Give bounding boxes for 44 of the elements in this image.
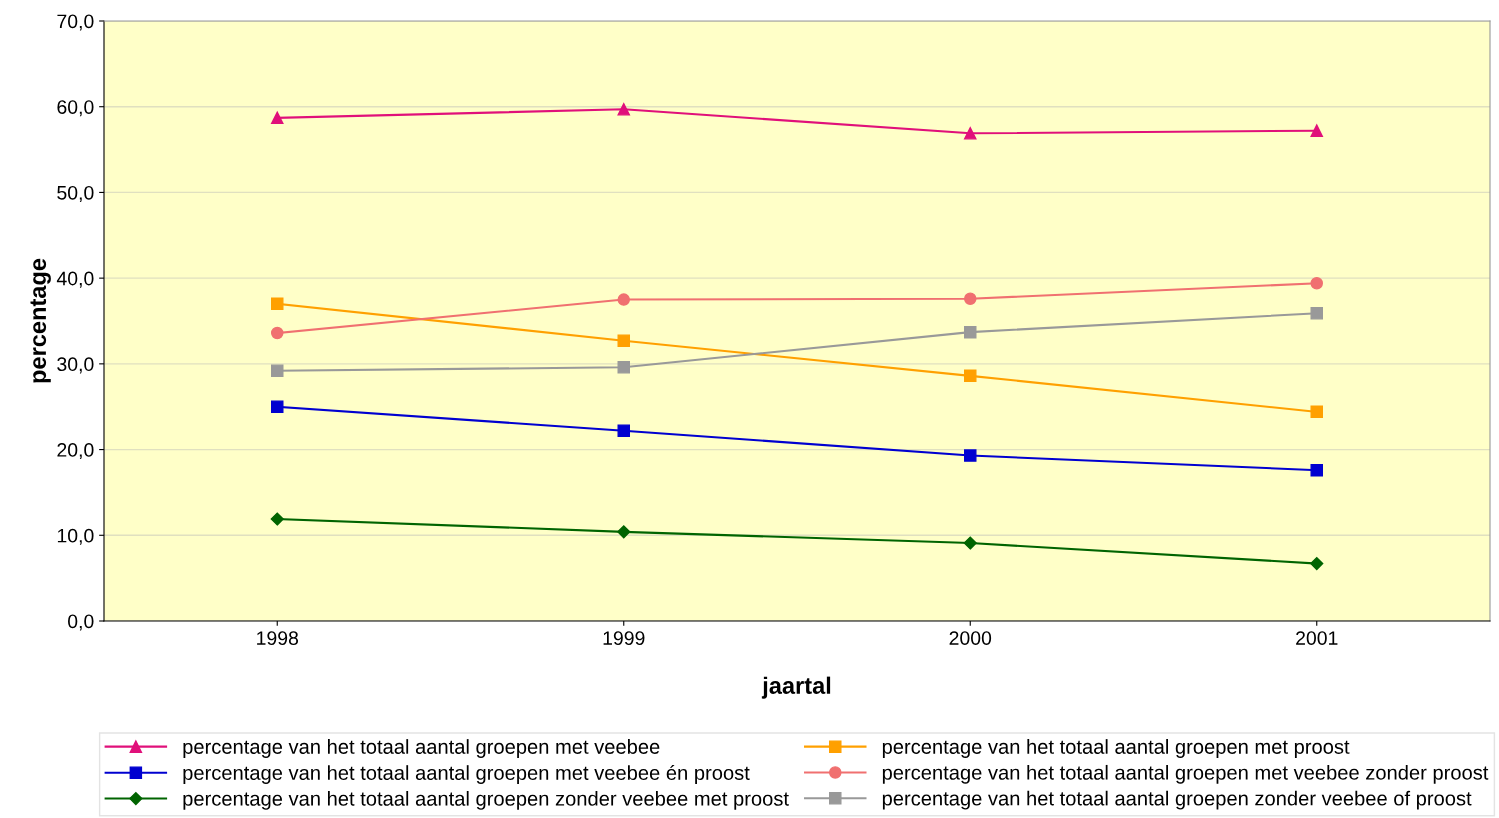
legend-label: percentage van het totaal aantal groepen met proost: [882, 739, 1350, 758]
point: [617, 525, 631, 539]
point: [963, 292, 977, 305]
point: [617, 424, 631, 437]
point: [1310, 556, 1324, 571]
point: [270, 512, 284, 526]
y-tick-label: 60,0: [57, 100, 94, 117]
legend-label: percentage van het totaal aantal groepen met veebee zonder proost: [882, 764, 1489, 784]
point: [1310, 124, 1324, 137]
y-tick-label: 70,0: [57, 14, 94, 31]
point: [270, 326, 284, 340]
point: [617, 334, 631, 347]
point: [963, 127, 977, 140]
y-tick-label: 40,0: [56, 271, 94, 288]
x-tick-label: 1999: [603, 631, 645, 645]
legend-label: percentage van het totaal aantal groepen zonder veebee of proost: [882, 790, 1472, 810]
legend-label: percentage van het totaal aantal groepen met veebee én proost: [183, 764, 750, 784]
legend-label: percentage van het totaal aantal groepen zonder veebee met proost: [183, 790, 789, 810]
x-tick-label: 2000: [949, 631, 992, 645]
y-tick-label: 30,0: [57, 357, 94, 374]
x-axis-title: jaartal: [761, 676, 831, 699]
y-tick-label: 0,0: [68, 614, 94, 631]
point: [1310, 307, 1324, 320]
y-tick-label: 20,0: [57, 443, 94, 460]
point: [617, 361, 631, 374]
point: [1310, 405, 1324, 419]
point: [963, 325, 977, 339]
legend-label: percentage van het totaal aantal groepen met veebee: [183, 739, 660, 758]
point: [617, 293, 631, 306]
point: [270, 364, 284, 377]
y-tick-label: 50,0: [57, 185, 94, 202]
x-tick-label: 2001: [1296, 631, 1338, 645]
y-axis-title: percentage: [30, 258, 51, 383]
point: [963, 536, 977, 550]
point: [270, 297, 284, 311]
point: [270, 111, 284, 125]
y-tick-label: 10,0: [57, 528, 94, 545]
point: [617, 103, 631, 116]
point: [963, 369, 977, 383]
point: [1310, 463, 1324, 477]
point: [963, 449, 977, 462]
point: [270, 400, 284, 413]
x-tick-label: 1998: [257, 631, 299, 645]
point: [1310, 277, 1324, 290]
